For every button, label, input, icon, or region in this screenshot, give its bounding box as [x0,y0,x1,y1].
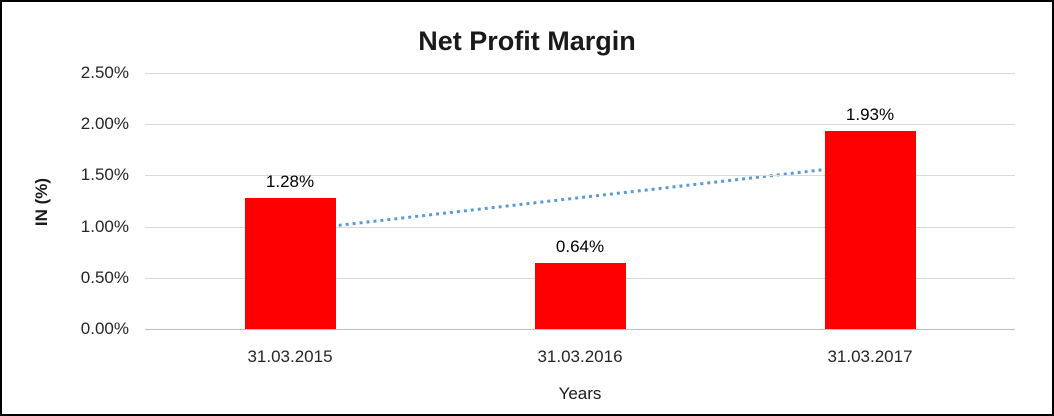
y-tick-label: 2.50% [80,63,129,82]
bar-31.03.2016[interactable] [534,263,626,329]
bar-31.03.2015[interactable] [244,197,336,329]
x-axis-title: Years [558,384,602,403]
bar-31.03.2017[interactable] [824,131,916,329]
data-label: 1.93% [845,105,895,125]
y-tick-label: 1.50% [80,165,129,185]
y-tick-label: 0.00% [80,319,129,338]
gridline [145,329,1015,330]
y-tick-label: 0.50% [80,267,129,287]
chart-title: Net Profit Margin [418,26,636,56]
gridline [145,73,1015,74]
data-label: 1.28% [265,171,315,191]
x-tick-label: 31.03.2017 [827,347,913,366]
x-tick-label: 31.03.2015 [247,347,333,366]
y-tick-label: 2.00% [80,114,129,134]
gridline [145,175,1015,177]
y-tick-label: 1.00% [80,216,129,236]
x-tick-label: 31.03.2016 [537,347,623,366]
data-label: 0.64% [555,237,605,257]
gridline [145,226,1015,228]
gridline [145,124,1015,126]
plot-area [145,73,1015,330]
